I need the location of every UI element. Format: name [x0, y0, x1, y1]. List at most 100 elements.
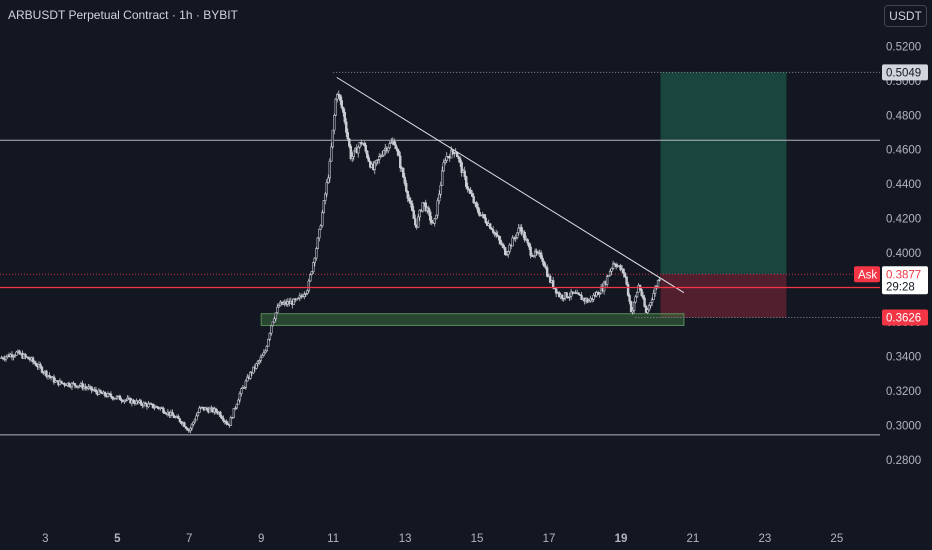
candle	[319, 224, 322, 230]
candle-body	[476, 206, 480, 213]
candle	[237, 398, 240, 405]
candle-body	[108, 393, 111, 395]
candle	[622, 268, 625, 278]
candle-body	[255, 363, 258, 369]
candle-body	[234, 407, 237, 410]
candle	[459, 156, 462, 168]
candle	[67, 381, 71, 388]
candle-body	[649, 302, 652, 306]
candle	[520, 224, 523, 236]
candle	[560, 293, 564, 302]
candle	[646, 307, 649, 314]
candle	[60, 380, 63, 384]
candle	[231, 417, 234, 419]
candle-body	[652, 293, 655, 300]
candle	[379, 153, 382, 158]
candle-body	[463, 170, 466, 177]
candle-body	[15, 351, 18, 356]
candle	[244, 379, 248, 390]
candle-body	[270, 325, 273, 334]
candle	[430, 216, 433, 226]
candle	[469, 186, 472, 195]
candle	[12, 354, 15, 361]
candle	[226, 420, 230, 425]
candle-body	[598, 293, 601, 295]
candle-body	[334, 98, 337, 116]
candle	[367, 154, 370, 163]
candle	[147, 400, 150, 409]
candle-body	[430, 219, 433, 223]
candle	[304, 292, 308, 297]
candle	[598, 292, 601, 298]
candle-body	[330, 146, 333, 162]
candle	[259, 354, 263, 364]
candle	[328, 158, 331, 183]
candle-body	[402, 168, 405, 178]
candle	[527, 242, 531, 250]
candle	[650, 297, 654, 307]
candle	[45, 369, 48, 379]
candle-body	[178, 418, 182, 423]
candle-body	[435, 214, 438, 220]
candle	[321, 209, 324, 228]
candle-body	[184, 426, 188, 429]
candle-body	[494, 232, 498, 236]
candle-body	[70, 382, 74, 388]
candle-body	[405, 182, 408, 192]
candle	[292, 297, 296, 306]
candle-body	[459, 158, 462, 163]
candle-body	[496, 234, 499, 237]
candle-body	[67, 382, 71, 387]
candle	[276, 303, 279, 315]
candle-body	[153, 407, 156, 409]
candle-body	[632, 301, 636, 311]
candle	[644, 304, 648, 313]
price-tick-label: 0.4600	[886, 145, 921, 157]
candle	[569, 288, 573, 300]
candle-body	[151, 403, 155, 408]
price-tick-label: 0.3400	[886, 351, 921, 363]
candle	[1, 356, 5, 361]
candle	[313, 257, 316, 267]
candle	[629, 300, 633, 313]
candle	[488, 223, 492, 229]
candle-body	[147, 403, 150, 408]
candle	[643, 294, 646, 308]
candle	[478, 208, 481, 217]
candle	[608, 269, 612, 277]
candle	[265, 344, 269, 352]
candle	[526, 238, 529, 246]
candle-body	[490, 228, 493, 231]
candle-body	[366, 150, 369, 158]
candle	[436, 197, 439, 219]
candle	[120, 397, 123, 404]
candle-body	[644, 306, 648, 313]
candle-body	[569, 291, 573, 297]
candle-body	[261, 355, 264, 358]
candle-body	[586, 298, 589, 303]
candle-body	[171, 411, 174, 416]
candle	[39, 362, 42, 369]
candle	[340, 96, 343, 110]
candle-body	[118, 395, 122, 401]
time-tick-label: 5	[114, 533, 121, 545]
candle	[429, 209, 432, 225]
candle-body	[1, 357, 5, 359]
time-tick-label: 23	[758, 533, 771, 545]
candle	[40, 365, 44, 374]
candle-body	[90, 386, 93, 391]
candle-body	[220, 416, 224, 419]
candle-body	[52, 376, 56, 383]
candle	[315, 246, 318, 261]
chart-title: ARBUSDT Perpetual Contract · 1h · BYBIT	[8, 8, 238, 22]
candle-body	[132, 399, 135, 404]
candle-body	[156, 406, 159, 408]
currency-button[interactable]: USDT	[884, 5, 927, 27]
candle-body	[457, 156, 460, 160]
candle	[106, 391, 110, 398]
candle-body	[252, 366, 255, 374]
candle-body	[460, 162, 463, 173]
time-tick-label: 15	[471, 533, 484, 545]
candle-body	[568, 296, 571, 298]
